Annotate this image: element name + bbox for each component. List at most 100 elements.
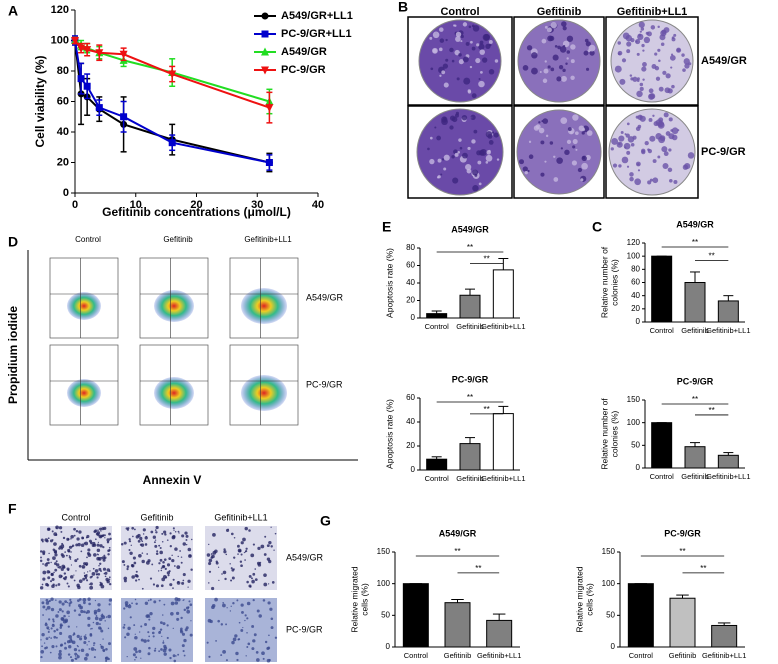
migrated-cell (238, 549, 242, 553)
colony (462, 56, 469, 63)
migrated-cell (182, 542, 187, 546)
row-label: A549/GR (701, 55, 747, 67)
colony (485, 154, 493, 162)
migrated-cell (83, 572, 86, 574)
migrated-cell (158, 650, 161, 653)
colony (485, 43, 491, 49)
y-axis-label: Apoptosis rate (%) (384, 399, 394, 469)
migrated-cell (242, 626, 244, 629)
migrated-cell (106, 541, 110, 544)
migrated-cell (169, 583, 173, 587)
migrated-cell (223, 548, 226, 551)
migrated-cell (98, 567, 102, 571)
migrated-cell (170, 601, 175, 606)
migrated-cell (162, 640, 165, 642)
colony (478, 43, 485, 50)
chart-title: A549/GR (439, 528, 477, 538)
migrated-cell (214, 597, 218, 602)
y-tick-label: 120 (51, 4, 69, 16)
migrated-cell (208, 655, 211, 658)
migrated-cell (138, 553, 142, 558)
migrated-cell (76, 558, 79, 561)
migrated-cell (173, 529, 175, 531)
colony (636, 90, 643, 98)
migrated-cell (181, 534, 185, 538)
colony (641, 43, 645, 48)
colony (614, 65, 622, 73)
migrated-cell (171, 535, 176, 540)
migrated-cell (61, 617, 65, 621)
colony (459, 146, 463, 150)
colony (550, 22, 557, 29)
migrated-cell (94, 569, 99, 573)
migrated-cell (125, 604, 129, 608)
migrated-cell (80, 543, 85, 548)
migrated-cell (46, 605, 51, 610)
migrated-cell (241, 610, 244, 614)
migrated-cell (126, 655, 128, 658)
migrated-cell (269, 607, 273, 611)
colony (482, 33, 490, 41)
colony (472, 169, 479, 176)
migrated-cell (177, 530, 180, 533)
migrated-cell (57, 611, 60, 613)
migrated-cell (162, 641, 165, 644)
colony (476, 43, 480, 47)
migrated-cell (246, 632, 248, 634)
colony (642, 78, 645, 81)
y-tick-label: 20 (406, 296, 415, 305)
colony (667, 88, 673, 94)
migrated-cell (107, 657, 110, 661)
migrated-cell (58, 574, 63, 579)
colony (552, 54, 559, 61)
colony (655, 76, 661, 81)
row-label: A549/GR (306, 292, 344, 302)
migrated-cell (83, 610, 86, 614)
migrated-cell (263, 573, 267, 577)
colony (524, 170, 528, 175)
colony (449, 125, 454, 130)
colony (486, 150, 491, 155)
migrated-cell (147, 639, 150, 642)
migrated-cell (257, 546, 261, 551)
migrated-cell (67, 585, 70, 588)
significance-label: ** (467, 243, 473, 252)
migrated-cell (100, 530, 102, 532)
migrated-cell (127, 604, 132, 609)
migrated-cell (100, 614, 104, 618)
colony (519, 159, 525, 165)
migrated-cell (230, 532, 234, 536)
colony (541, 38, 547, 44)
migrated-cell (89, 634, 93, 637)
migrated-cell (181, 644, 185, 648)
colony (640, 27, 645, 31)
migrated-cell (246, 580, 249, 584)
colony (657, 48, 661, 52)
bar (684, 446, 706, 469)
migrated-cell (152, 583, 156, 586)
significance-label: ** (709, 406, 715, 415)
migrated-cell (147, 652, 151, 656)
colony (466, 168, 472, 174)
colony (626, 122, 630, 126)
migrated-cell (90, 628, 92, 630)
migrated-cell (128, 538, 131, 541)
colony (641, 149, 646, 155)
significance-label: ** (475, 564, 481, 573)
colony-plate (416, 108, 504, 196)
migrated-cell (75, 530, 79, 533)
x-tick-label: Gefitinib+LL1 (481, 322, 525, 331)
marker (77, 44, 86, 53)
colony (471, 46, 476, 51)
colony (647, 148, 650, 151)
x-tick-label: 30 (251, 199, 263, 211)
colony (629, 176, 634, 182)
marker (119, 50, 128, 59)
migrated-cell (240, 629, 244, 632)
migrated-cell (135, 602, 138, 606)
migrated-cell (60, 530, 63, 533)
colony (643, 36, 651, 44)
migrated-cell (77, 542, 81, 547)
migrated-cell (86, 551, 90, 556)
colony (488, 69, 495, 75)
